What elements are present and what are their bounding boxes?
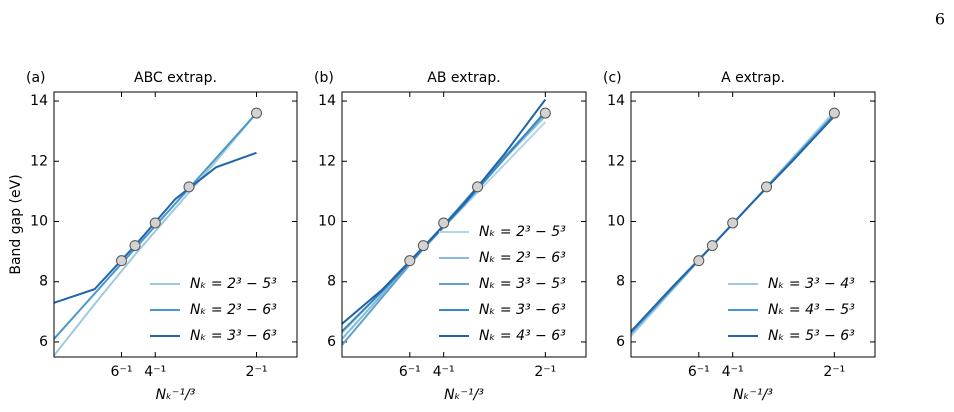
axes-frame — [630, 91, 876, 358]
y-tick-label: 14 — [607, 93, 625, 109]
data-point — [539, 107, 551, 119]
plot-area — [631, 107, 840, 337]
x-axis-label: Nₖ⁻¹/³ — [444, 387, 484, 403]
legend-label: Nₖ = 3³ − 6³ — [190, 328, 277, 344]
data-point — [116, 255, 128, 267]
data-point — [438, 217, 450, 229]
legend-label: Nₖ = 2³ − 6³ — [479, 250, 566, 266]
y-tick-label: 12 — [607, 153, 625, 169]
data-point — [183, 181, 195, 193]
legend-label: Nₖ = 4³ − 6³ — [479, 328, 566, 344]
y-tick-label: 8 — [39, 274, 48, 290]
y-tick-label: 6 — [39, 334, 48, 350]
legend-label: Nₖ = 3³ − 4³ — [768, 276, 855, 292]
data-point — [404, 255, 416, 267]
data-point — [727, 217, 739, 229]
y-tick-label: 8 — [327, 274, 336, 290]
axes-frame — [341, 91, 587, 358]
legend-label: Nₖ = 4³ − 5³ — [768, 302, 855, 318]
data-point — [706, 240, 718, 252]
panel-label: (b) — [314, 70, 334, 86]
y-tick-label: 14 — [318, 93, 336, 109]
panel-title: A extrap. — [721, 70, 785, 86]
y-tick-label: 10 — [30, 213, 48, 229]
y-tick-label: 8 — [616, 274, 625, 290]
axes-frame — [53, 91, 298, 358]
legend-label: Nₖ = 2³ − 5³ — [479, 224, 566, 240]
x-tick-label: 4⁻¹ — [433, 364, 455, 380]
legend-label: Nₖ = 2³ − 6³ — [190, 302, 277, 318]
x-tick-label: 6⁻¹ — [399, 364, 421, 380]
legend-label: Nₖ = 3³ − 6³ — [479, 302, 566, 318]
x-tick-label: 6⁻¹ — [111, 364, 133, 380]
y-tick-label: 6 — [327, 334, 336, 350]
panel-title: ABC extrap. — [134, 70, 217, 86]
x-tick-label: 4⁻¹ — [144, 364, 166, 380]
panel-title: AB extrap. — [427, 70, 500, 86]
plot-area — [342, 98, 551, 346]
y-tick-label: 12 — [30, 153, 48, 169]
panel-label: (a) — [26, 70, 46, 86]
y-tick-label: 12 — [318, 153, 336, 169]
data-point — [761, 181, 773, 193]
page-number: 6 — [935, 10, 945, 29]
legend-label: Nₖ = 2³ − 5³ — [190, 276, 277, 292]
x-axis-label: Nₖ⁻¹/³ — [156, 387, 196, 403]
x-axis-label: Nₖ⁻¹/³ — [733, 387, 773, 403]
y-tick-label: 6 — [616, 334, 625, 350]
panel-label: (c) — [603, 70, 622, 86]
data-point — [149, 217, 161, 229]
data-point — [693, 255, 705, 267]
y-tick-label: 14 — [30, 93, 48, 109]
x-tick-label: 4⁻¹ — [722, 364, 744, 380]
data-point — [129, 240, 141, 252]
x-tick-label: 2⁻¹ — [534, 364, 556, 380]
data-point — [472, 181, 484, 193]
x-tick-label: 2⁻¹ — [246, 364, 268, 380]
series-line — [54, 112, 258, 357]
y-tick-label: 10 — [318, 213, 336, 229]
legend-label: Nₖ = 5³ − 6³ — [768, 328, 855, 344]
data-point — [417, 240, 429, 252]
legend-label: Nₖ = 3³ − 5³ — [479, 276, 566, 292]
plot-area — [54, 107, 262, 357]
data-point — [828, 107, 840, 119]
x-tick-label: 2⁻¹ — [823, 364, 845, 380]
x-tick-label: 6⁻¹ — [688, 364, 710, 380]
data-point — [251, 107, 262, 119]
y-axis-label: Band gap (eV) — [8, 174, 24, 274]
y-tick-label: 10 — [607, 213, 625, 229]
